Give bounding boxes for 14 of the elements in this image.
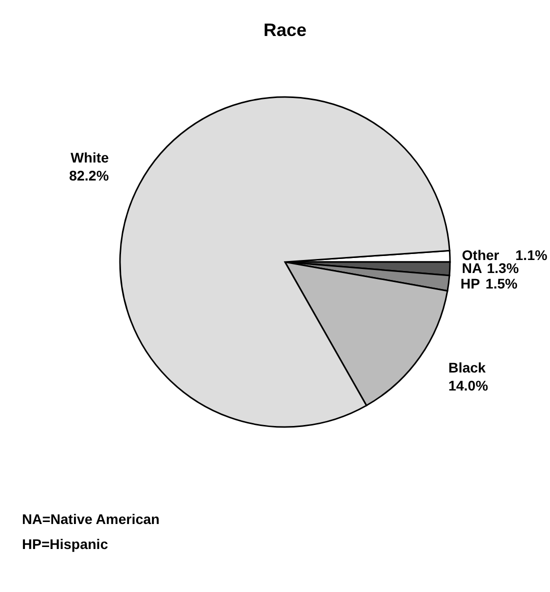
- data-label: 82.2%: [69, 167, 110, 184]
- data-label: 1.1%: [515, 246, 548, 263]
- data-label: 14.0%: [448, 377, 489, 394]
- slice-label: NA: [462, 260, 482, 276]
- text: NA=Native American: [22, 511, 160, 527]
- data-label: 1.3%: [486, 260, 520, 276]
- slice-label: Other: [462, 246, 500, 263]
- data-label: 1.5%: [486, 276, 518, 292]
- chart-title: Race: [263, 20, 307, 40]
- slice-label: HP: [460, 276, 480, 292]
- pie-slice: [119, 96, 450, 428]
- text: HP=Hispanic: [22, 536, 108, 552]
- slice-label: Black: [448, 359, 486, 376]
- slice-label: White: [70, 149, 109, 166]
